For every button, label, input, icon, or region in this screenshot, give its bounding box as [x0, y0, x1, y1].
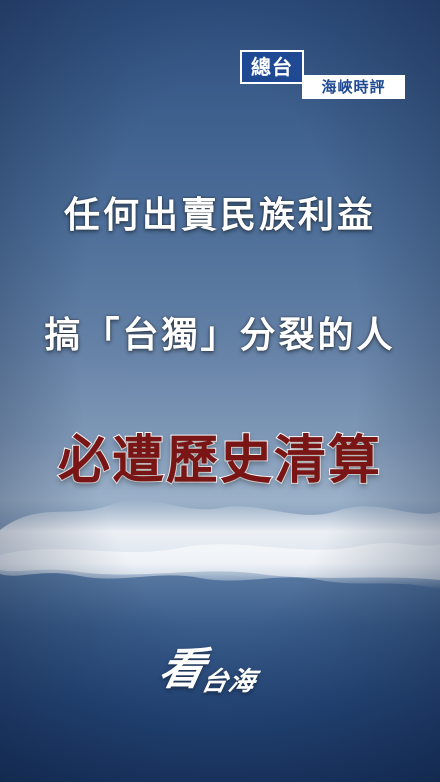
- headline-line-1: 任何出賣民族利益: [63, 195, 376, 236]
- badge-main-label: 總台: [240, 50, 304, 84]
- sea-background: [0, 560, 440, 782]
- program-logo: 看 台海: [150, 640, 290, 710]
- headline-line-2: 搞「台獨」分裂的人: [44, 315, 396, 356]
- badge-sub-label: 海峽時評: [302, 75, 405, 99]
- headline-line-3: 必遭歷史清算: [57, 430, 382, 492]
- logo-rest-text: 台海: [198, 667, 260, 697]
- wave-spray: [0, 500, 440, 590]
